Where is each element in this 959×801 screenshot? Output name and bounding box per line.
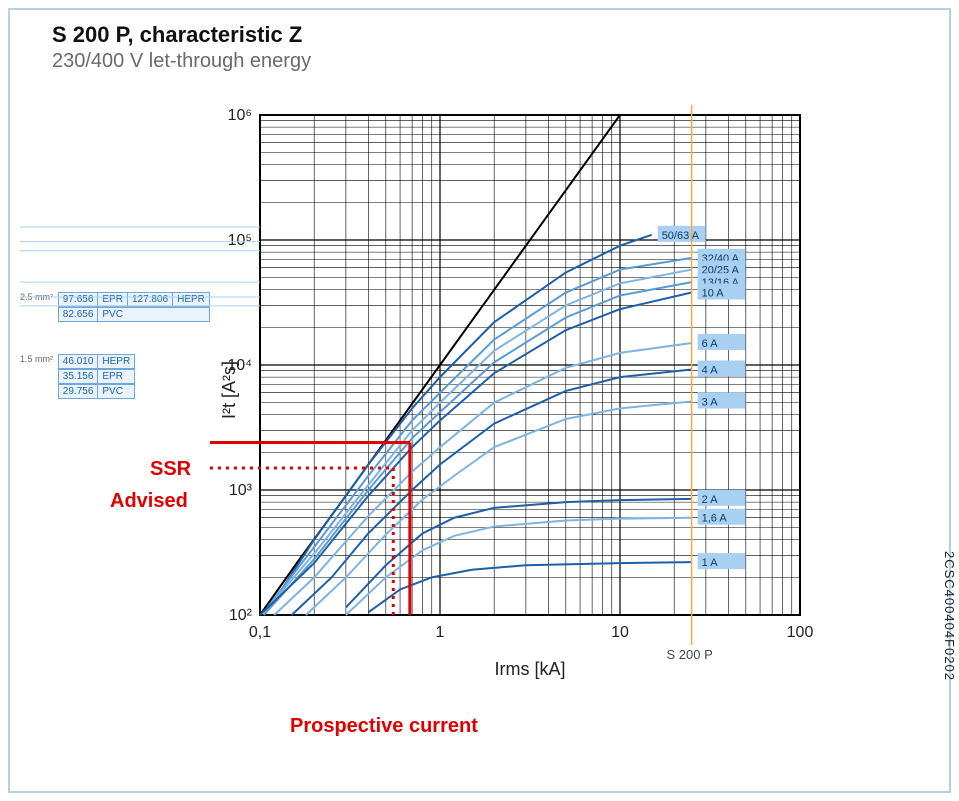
svg-text:10³: 10³ bbox=[229, 482, 253, 499]
svg-text:4 A: 4 A bbox=[702, 365, 719, 377]
svg-text:50/63 A: 50/63 A bbox=[662, 230, 700, 242]
title-block: S 200 P, characteristic Z 230/400 V let-… bbox=[52, 22, 311, 73]
svg-text:10 A: 10 A bbox=[702, 288, 725, 300]
svg-text:10⁵: 10⁵ bbox=[228, 232, 252, 249]
svg-text:S 200 P: S 200 P bbox=[666, 647, 712, 662]
let-through-energy-chart: 0,111010010²10³10⁴10⁵10⁶Irms [kA]I²t [A²… bbox=[230, 105, 890, 685]
svg-text:1 A: 1 A bbox=[702, 557, 719, 569]
svg-text:1: 1 bbox=[436, 624, 445, 641]
cable-row: 29.756 PVC bbox=[58, 384, 135, 399]
svg-text:10: 10 bbox=[611, 624, 629, 641]
chart-subtitle: 230/400 V let-through energy bbox=[52, 50, 311, 73]
cable-row: 46.010 HEPR bbox=[58, 354, 135, 369]
svg-text:1,6 A: 1,6 A bbox=[702, 513, 728, 525]
cable-ref-boxes: 2.5 mm² 97.656 EPR 127.806 HEPR 82.656 P… bbox=[20, 292, 210, 431]
cable-row: 82.656 PVC bbox=[58, 307, 210, 322]
prospective-current-label: Prospective current bbox=[290, 715, 478, 738]
svg-text:6 A: 6 A bbox=[702, 338, 719, 350]
svg-text:3 A: 3 A bbox=[702, 397, 719, 409]
svg-text:100: 100 bbox=[787, 624, 814, 641]
svg-text:10⁶: 10⁶ bbox=[228, 107, 252, 124]
svg-text:0,1: 0,1 bbox=[249, 624, 271, 641]
cable-row: 35.156 EPR bbox=[58, 369, 135, 384]
svg-text:Irms [kA]: Irms [kA] bbox=[495, 659, 566, 679]
document-code: 2CSC400404F0202 bbox=[942, 551, 957, 681]
svg-text:I²t [A²s]: I²t [A²s] bbox=[219, 361, 239, 419]
svg-text:10²: 10² bbox=[229, 607, 253, 624]
advised-label: Advised bbox=[110, 490, 188, 513]
chart-title: S 200 P, characteristic Z bbox=[52, 22, 311, 48]
ssr-label: SSR bbox=[150, 458, 191, 481]
svg-text:2 A: 2 A bbox=[702, 494, 719, 506]
cable-row: 97.656 EPR 127.806 HEPR bbox=[58, 292, 210, 307]
cable-area-2: 1.5 mm² bbox=[20, 354, 53, 364]
